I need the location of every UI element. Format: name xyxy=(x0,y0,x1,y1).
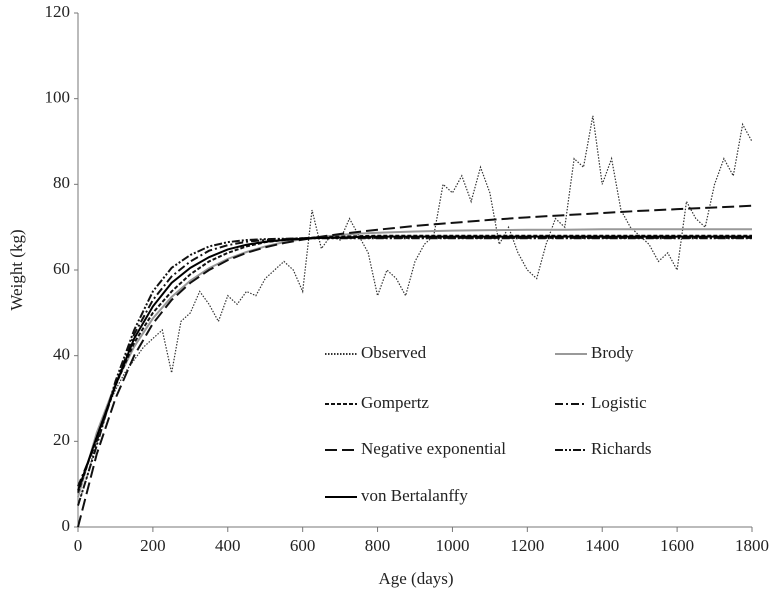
series-line xyxy=(77,204,753,528)
y-tick-label: 80 xyxy=(53,173,70,192)
y-tick-label: 60 xyxy=(53,259,70,278)
x-tick-label: 600 xyxy=(290,536,316,555)
legend-label: von Bertalanffy xyxy=(361,486,468,505)
legend-label: Observed xyxy=(361,343,427,362)
legend-label: Gompertz xyxy=(361,393,429,412)
x-tick-label: 1600 xyxy=(660,536,694,555)
y-tick-label: 120 xyxy=(45,2,71,21)
y-tick-label: 100 xyxy=(45,88,71,107)
x-tick-label: 800 xyxy=(365,536,391,555)
y-tick-label: 0 xyxy=(62,516,71,535)
y-axis-label: Weight (kg) xyxy=(7,229,26,310)
legend-label: Logistic xyxy=(591,393,647,412)
x-tick-label: 1000 xyxy=(435,536,469,555)
series-line xyxy=(77,235,752,491)
legend-label: Negative exponential xyxy=(361,439,506,458)
y-tick-label: 20 xyxy=(53,430,70,449)
x-tick-label: 1800 xyxy=(735,536,769,555)
x-axis-label: Age (days) xyxy=(378,569,453,588)
legend-label: Richards xyxy=(591,439,651,458)
legend-label: Brody xyxy=(591,343,634,362)
series-line xyxy=(77,237,752,506)
x-tick-label: 0 xyxy=(74,536,83,555)
x-tick-label: 200 xyxy=(140,536,166,555)
x-tick-label: 1200 xyxy=(510,536,544,555)
x-tick-label: 400 xyxy=(215,536,241,555)
x-tick-label: 1400 xyxy=(585,536,619,555)
y-tick-label: 40 xyxy=(53,345,70,364)
